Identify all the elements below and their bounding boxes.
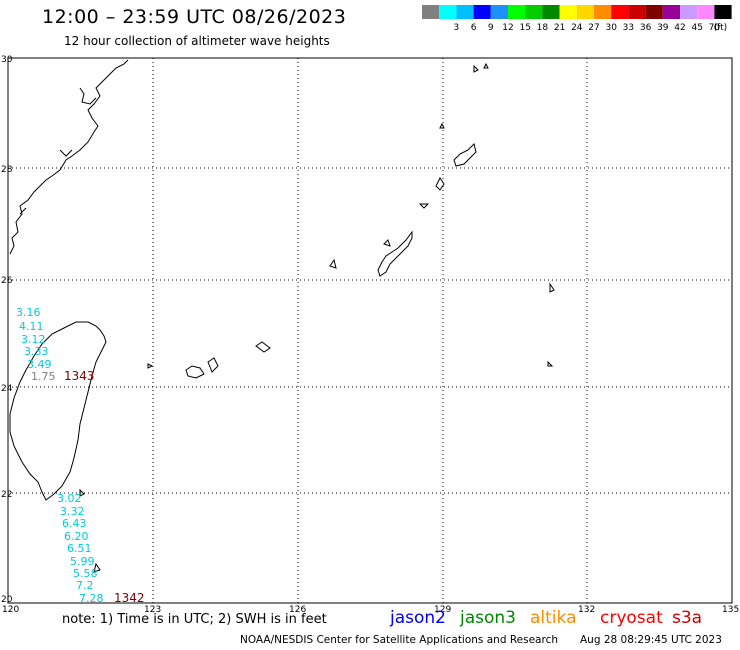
colorbar-tick-label: 70 (709, 23, 721, 33)
colorbar-swatch (662, 5, 680, 19)
colorbar-tick-label: 33 (623, 23, 634, 33)
coastlines (9, 59, 555, 573)
lon-label-129: 129 (434, 605, 451, 615)
colorbar-swatch (611, 5, 629, 19)
china-coastline (9, 59, 129, 255)
wave-reading: 7.2 (76, 579, 94, 592)
colorbar-tick-label: 42 (674, 23, 685, 33)
colorbar-tick-label: 6 (471, 23, 477, 33)
lat-label-20: 20 (1, 595, 13, 605)
colorbar-tick-label: 15 (519, 23, 530, 33)
colorbar-tick-label: 21 (554, 23, 565, 33)
colorbar-tick-label: 12 (502, 23, 513, 33)
colorbar-swatch (473, 5, 491, 19)
colorbar-tick-label: 18 (537, 23, 549, 33)
longitude-labels: 120 123 126 129 132 135 (2, 605, 739, 615)
lon-label-120: 120 (2, 605, 19, 615)
satellite-legend-s3a: s3a (672, 608, 703, 628)
chart-subtitle: 12 hour collection of altimeter wave hei… (64, 34, 330, 48)
colorbar-tick-label: 45 (691, 23, 702, 33)
colorbar-swatch (645, 5, 663, 19)
wave-height-readings: 3.16 4.11 3.12 3.33 3.49 1.75 1343 3.02 … (16, 306, 145, 605)
chart-title: 12:00 – 23:59 UTC 08/26/2023 (42, 6, 347, 28)
lon-label-132: 132 (578, 605, 595, 615)
colorbar-swatch (439, 5, 457, 19)
colorbar-tick-label: 27 (588, 23, 599, 33)
wave-reading: 5.58 (73, 567, 98, 580)
credit-line: NOAA/NESDIS Center for Satellite Applica… (240, 634, 558, 646)
colorbar-tick-label: 30 (605, 23, 617, 33)
wave-reading: 3.12 (21, 333, 46, 346)
colorbar-tick-label: 9 (488, 23, 494, 33)
map-frame (7, 57, 733, 604)
lat-label-28: 28 (1, 165, 13, 175)
ishigaki-coastline (185, 365, 205, 379)
wave-reading: 3.32 (60, 505, 85, 518)
amami-coastline (453, 143, 477, 167)
wave-reading: 5.99 (70, 555, 95, 568)
wave-reading: 3.02 (57, 492, 82, 505)
colorbar-swatch (576, 5, 594, 19)
wave-reading: 1342 (114, 591, 145, 605)
wave-reading: 7.28 (79, 592, 104, 605)
lon-label-135: 135 (722, 605, 739, 615)
footnote: note: 1) Time is in UTC; 2) SWH is in fe… (62, 612, 327, 627)
colorbar-swatch (542, 5, 560, 19)
colorbar-swatch (508, 5, 526, 19)
wave-reading: 6.51 (67, 542, 92, 555)
colorbar-swatch (456, 5, 474, 19)
colorbar-unit: (ft) (714, 23, 728, 33)
colorbar-tick-label: 36 (640, 23, 652, 33)
satellite-legend-jason2: jason2 (390, 608, 446, 628)
colorbar-tick-label: 24 (571, 23, 583, 33)
taiwan-coastline (9, 321, 107, 501)
colorbar-tick-label: 3 (454, 23, 460, 33)
wave-height-colorbar: 3 6 9 12 15 18 21 24 27 30 33 36 39 42 45 70(ft) (422, 5, 732, 33)
satellite-legend-altika: altika (530, 608, 577, 628)
colorbar-tick-label: 39 (657, 23, 669, 33)
colorbar-swatch (594, 5, 612, 19)
lon-label-123: 123 (144, 605, 161, 615)
wave-reading: 1.75 (31, 370, 56, 383)
wave-reading: 4.11 (19, 320, 44, 333)
wave-reading: 3.16 (16, 306, 41, 319)
lat-lon-grid (8, 58, 732, 603)
colorbar-swatch (680, 5, 698, 19)
lat-label-26: 26 (1, 276, 13, 286)
okinawa-coastline (377, 230, 413, 277)
satellite-legend-jason3: jason3 (460, 608, 516, 628)
satellite-legend-cryosat: cryosat (600, 608, 663, 628)
lat-label-22: 22 (1, 490, 12, 500)
wave-reading: 6.43 (62, 517, 87, 530)
latitude-labels: 20 22 24 26 28 30 (1, 55, 13, 605)
lat-label-24: 24 (1, 384, 13, 394)
colorbar-swatch (714, 5, 732, 19)
wave-reading: 6.20 (64, 530, 89, 543)
wave-reading: 1343 (64, 369, 95, 383)
lat-label-30: 30 (1, 55, 13, 65)
colorbar-swatch (422, 5, 440, 19)
colorbar-swatch (490, 5, 508, 19)
lon-label-126: 126 (289, 605, 306, 615)
colorbar-swatch (628, 5, 646, 19)
colorbar-swatch (697, 5, 715, 19)
colorbar-swatch (525, 5, 543, 19)
generated-timestamp: Aug 28 08:29:45 UTC 2023 (580, 634, 722, 646)
wave-reading: 3.49 (27, 358, 52, 371)
colorbar-swatch (559, 5, 577, 19)
wave-reading: 3.33 (24, 345, 49, 358)
